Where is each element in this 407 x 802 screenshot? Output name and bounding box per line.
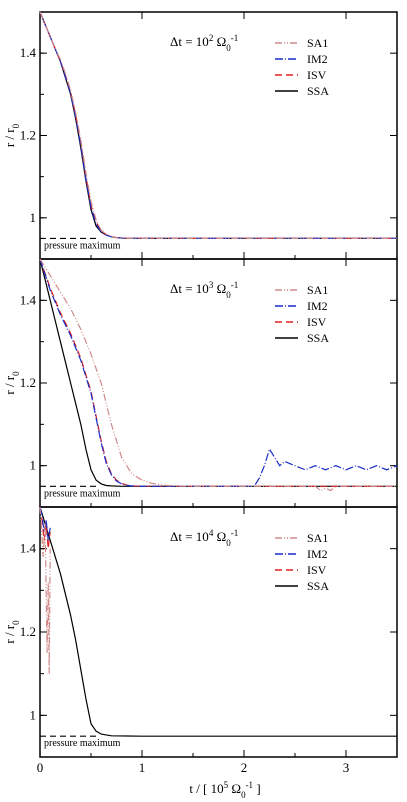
series-ssa [39,506,397,737]
x-axis-label-close: ] [253,781,261,796]
panel-frame [39,506,398,758]
x-axis-label: t / [ 105 Ω0-1 ] [189,780,260,800]
series-sa1 [39,506,51,674]
panel-title: Δt = 102 Ω0-1 [170,33,238,53]
legend: SA1 IM2 ISV SSA [275,531,329,593]
x-axis-label-sup2: -1 [246,780,254,790]
series-isv [39,506,51,549]
y-tick-label: 1.2 [20,375,36,390]
x-axis-label-main: t / [ 10 [189,781,223,796]
y-tick-label: 1.4 [20,541,37,556]
panel-title-sup: -1 [231,33,239,43]
legend-label-isv: ISV [307,68,327,82]
legend: SA1 IM2 ISV SSA [275,283,329,345]
x-axis-label-sup1: 5 [224,780,229,790]
y-axis-label: r / r0 [2,123,21,147]
panel-title-exp: 2 [209,33,214,43]
panel-title-sub: 0 [226,538,231,548]
y-axis-label-main: r / r [2,375,17,394]
panel-title: Δt = 104 Ω0-1 [170,528,238,548]
panel-title-sup: -1 [231,528,239,538]
pressure-maximum-label: pressure maximum [44,738,121,749]
x-axis-ticks: 0 1 2 3 [37,760,350,775]
y-tick-label: 1.2 [20,624,36,639]
x-axis-label-sub: 0 [241,790,246,800]
legend-label-sa1: SA1 [307,531,328,545]
y-axis-label: r / r0 [2,371,21,395]
series-sa1 [39,11,397,239]
x-tick-label: 2 [241,760,248,775]
pressure-maximum-label: pressure maximum [44,240,121,251]
legend-label-isv: ISV [307,563,327,577]
panel-title-omega: Ω [213,281,226,296]
y-axis-label-main: r / r [2,128,17,147]
panel-title: Δt = 103 Ω0-1 [170,280,238,300]
legend-label-sa1: SA1 [307,36,328,50]
panel-title-sup: -1 [231,280,239,290]
y-axis-label-sub: 0 [11,371,21,376]
series-sa1 [39,258,397,492]
y-tick-label: 1.4 [20,292,37,307]
legend-label-ssa: SSA [307,331,329,345]
x-axis-label-omega: Ω [228,781,241,796]
panel-title-sub: 0 [226,290,231,300]
series-ssa [39,258,397,487]
legend-label-isv: ISV [307,315,327,329]
y-tick-label: 1.2 [20,128,36,143]
y-axis-label-sub: 0 [11,123,21,128]
y-axis-label-sub: 0 [11,620,21,625]
legend-label-im2: IM2 [307,52,328,66]
y-tick-label: 1 [30,458,37,473]
legend: SA1 IM2 ISV SSA [275,36,329,98]
legend-label-ssa: SSA [307,579,329,593]
pressure-maximum-label: pressure maximum [44,488,121,499]
y-axis-label: r / r0 [2,620,21,644]
panel-title-omega: Ω [213,34,226,49]
x-tick-label: 0 [37,760,44,775]
panel-title-base: Δt = 10 [170,34,209,49]
panel-title-base: Δt = 10 [170,281,209,296]
panel-title-exp: 3 [209,280,214,290]
panel-title-base: Δt = 10 [170,529,209,544]
panel-title-sub: 0 [226,43,231,53]
panel-frame [39,11,398,260]
legend-label-im2: IM2 [307,299,328,313]
panel-title-exp: 4 [209,528,214,538]
y-axis-label-main: r / r [2,624,17,643]
legend-label-im2: IM2 [307,547,328,561]
y-tick-label: 1.4 [20,45,37,60]
legend-label-ssa: SSA [307,84,329,98]
x-tick-label: 3 [343,760,350,775]
x-tick-label: 1 [139,760,146,775]
legend-label-sa1: SA1 [307,283,328,297]
panel-frame [39,258,398,508]
y-tick-label: 1 [30,707,37,722]
panel-title-omega: Ω [213,529,226,544]
y-tick-label: 1 [30,210,37,225]
